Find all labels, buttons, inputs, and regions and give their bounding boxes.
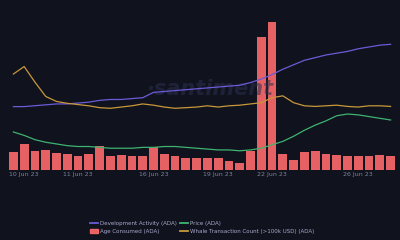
Bar	[300, 152, 309, 170]
Bar	[376, 155, 384, 170]
Bar	[365, 156, 374, 170]
Bar	[214, 158, 222, 170]
Bar	[332, 155, 341, 170]
Bar	[41, 150, 50, 170]
Bar	[106, 156, 115, 170]
Bar	[138, 156, 147, 170]
Bar	[289, 160, 298, 170]
Bar	[224, 162, 233, 170]
Bar	[354, 156, 363, 170]
Bar	[30, 151, 39, 170]
Bar	[203, 158, 212, 170]
Bar	[171, 156, 180, 170]
Bar	[192, 158, 201, 170]
Bar	[257, 37, 266, 170]
Bar	[246, 151, 255, 170]
Bar	[95, 146, 104, 170]
Legend: Development Activity (ADA), Age Consumed (ADA), Price (ADA), Whale Transaction C: Development Activity (ADA), Age Consumed…	[88, 219, 316, 236]
Bar	[63, 154, 72, 170]
Bar	[278, 154, 287, 170]
Bar	[322, 154, 330, 170]
Bar	[128, 156, 136, 170]
Bar	[343, 156, 352, 170]
Bar	[235, 163, 244, 170]
Bar	[149, 147, 158, 170]
Bar	[20, 144, 28, 170]
Bar	[9, 152, 18, 170]
Bar	[160, 154, 169, 170]
Bar	[311, 151, 320, 170]
Bar	[386, 156, 395, 170]
Text: ·santiment: ·santiment	[146, 79, 273, 99]
Bar	[268, 22, 276, 170]
Bar	[74, 156, 82, 170]
Bar	[117, 155, 126, 170]
Bar	[52, 153, 61, 170]
Bar	[182, 158, 190, 170]
Bar	[84, 154, 93, 170]
